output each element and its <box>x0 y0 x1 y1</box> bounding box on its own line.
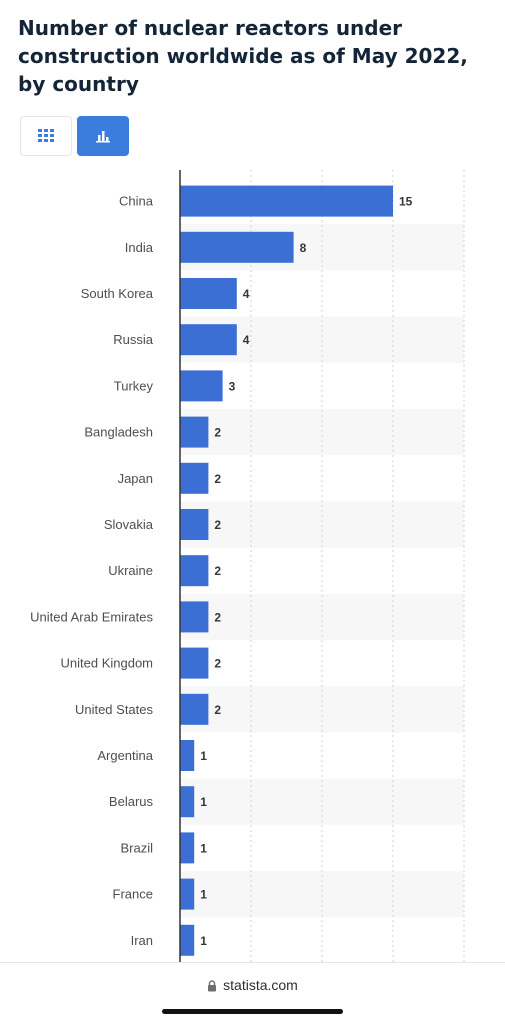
category-label: Belarus <box>109 794 154 809</box>
category-label: South Korea <box>81 286 154 301</box>
value-label: 8 <box>300 241 307 255</box>
bar-bangladesh[interactable] <box>180 416 209 448</box>
category-label: Ukraine <box>108 563 153 578</box>
value-label: 2 <box>214 518 221 532</box>
category-label: United Kingdom <box>61 656 154 671</box>
bar-chart-icon <box>96 131 110 143</box>
home-indicator[interactable] <box>162 1009 343 1014</box>
bar-iran[interactable] <box>180 924 195 956</box>
table-view-button[interactable] <box>20 116 72 156</box>
category-label: Japan <box>118 471 153 486</box>
category-label: India <box>125 240 154 255</box>
category-label: Russia <box>113 332 154 347</box>
bar-slovakia[interactable] <box>180 509 209 540</box>
bar-japan[interactable] <box>180 462 209 494</box>
grid-icon <box>38 129 54 142</box>
value-label: 2 <box>214 610 221 624</box>
category-label: Brazil <box>120 840 153 855</box>
value-label: 1 <box>200 888 207 902</box>
bar-ukraine[interactable] <box>180 555 209 587</box>
category-label: Slovakia <box>104 517 154 532</box>
row-stripe <box>180 871 464 918</box>
category-label: Bangladesh <box>84 425 153 440</box>
lock-icon <box>207 979 217 992</box>
row-stripe <box>180 686 464 733</box>
value-label: 4 <box>243 333 250 347</box>
source-link[interactable]: statista.com <box>0 977 505 993</box>
bar-chart: China India South Korea Russia Turkey Banglad… <box>30 170 465 965</box>
footer: statista.com <box>0 962 505 1024</box>
value-label: 1 <box>200 795 207 809</box>
bar-brazil[interactable] <box>180 832 195 864</box>
value-label: 2 <box>214 703 221 717</box>
category-label: China <box>119 194 154 209</box>
page-title: Number of nuclear reactors under constru… <box>18 16 468 96</box>
value-label: 2 <box>214 426 221 440</box>
row-stripe <box>180 501 464 548</box>
bar-turkey[interactable] <box>180 370 223 402</box>
value-label: 3 <box>229 379 236 393</box>
category-label: Turkey <box>114 378 154 393</box>
chart-view-button[interactable] <box>77 116 129 156</box>
category-label: Argentina <box>97 748 153 763</box>
bar-united-states[interactable] <box>180 693 209 725</box>
bar-belarus[interactable] <box>180 786 195 818</box>
value-label: 2 <box>214 564 221 578</box>
value-label: 4 <box>243 287 250 301</box>
value-label: 1 <box>200 841 207 855</box>
value-label: 1 <box>200 934 207 948</box>
value-label: 1 <box>200 749 207 763</box>
category-label: United States <box>75 702 154 717</box>
bar-united-kingdom[interactable] <box>180 647 209 679</box>
bar-united-arab-emirates[interactable] <box>180 601 209 633</box>
value-label: 2 <box>214 657 221 671</box>
bar-france[interactable] <box>180 878 195 910</box>
bar-china[interactable] <box>180 185 393 217</box>
bar-russia[interactable] <box>180 324 237 356</box>
bar-india[interactable] <box>180 231 294 263</box>
category-label: France <box>113 887 153 902</box>
bar-south-korea[interactable] <box>180 278 237 309</box>
value-label: 2 <box>214 472 221 486</box>
value-label: 15 <box>399 195 413 209</box>
category-label: Iran <box>131 933 153 948</box>
bar-argentina[interactable] <box>180 740 195 771</box>
category-label: United Arab Emirates <box>30 609 153 624</box>
source-text: statista.com <box>223 977 298 993</box>
